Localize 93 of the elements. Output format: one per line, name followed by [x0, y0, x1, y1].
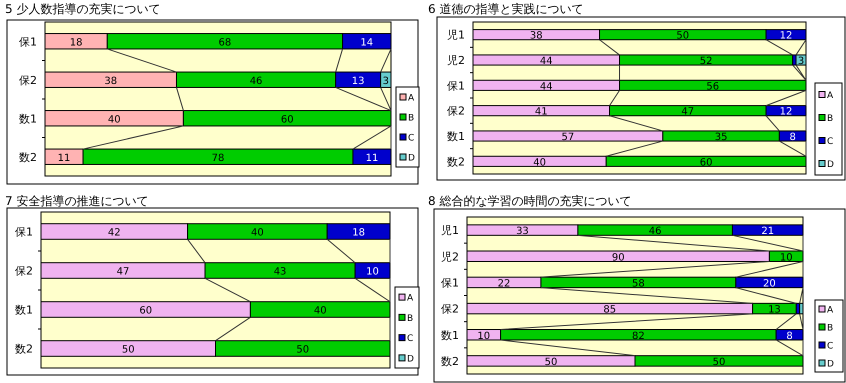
data-label: 60 — [700, 157, 712, 168]
data-label: 3 — [798, 56, 804, 67]
y-tick-label: 児2 — [447, 54, 465, 67]
data-label: 20 — [763, 278, 776, 290]
data-label: 12 — [780, 106, 792, 118]
data-label: 46 — [648, 226, 662, 238]
data-label: 3 — [382, 76, 389, 87]
data-label: 82 — [632, 330, 645, 342]
data-label: 41 — [534, 106, 548, 118]
y-tick-label: 数2 — [441, 354, 459, 368]
data-label: 44 — [540, 56, 553, 67]
data-label: 11 — [366, 152, 378, 164]
data-label: 38 — [104, 76, 118, 87]
legend-label: B — [408, 114, 414, 124]
y-tick-label: 保2 — [441, 302, 459, 316]
data-label: 10 — [780, 252, 793, 264]
legend-label: C — [827, 137, 834, 147]
data-label: 40 — [533, 157, 546, 168]
legend-label: B — [827, 114, 834, 124]
data-label: 47 — [681, 106, 694, 118]
data-label: 22 — [498, 278, 510, 290]
data-label: 68 — [218, 37, 232, 48]
y-tick-label: 保1 — [441, 276, 459, 290]
data-label: 46 — [250, 76, 262, 87]
data-label: 78 — [212, 152, 224, 164]
y-tick-label: 数2 — [447, 155, 465, 168]
data-label: 50 — [544, 356, 558, 368]
data-label: 8 — [789, 132, 796, 143]
y-tick-label: 保1 — [15, 226, 33, 238]
y-tick-label: 数1 — [19, 112, 37, 126]
data-label: 60 — [139, 306, 152, 316]
legend-label: A — [827, 306, 834, 316]
data-label: 44 — [540, 81, 553, 92]
data-label: 56 — [706, 81, 720, 92]
y-tick-label: 数1 — [15, 304, 33, 316]
legend-label: C — [827, 342, 834, 352]
data-label: 13 — [352, 76, 364, 87]
data-label: 10 — [477, 330, 490, 342]
y-tick-label: 数2 — [19, 150, 37, 164]
data-label: 40 — [314, 306, 327, 316]
data-label: 33 — [516, 226, 529, 238]
legend-label: D — [827, 360, 834, 370]
legend-label: D — [407, 354, 414, 364]
legend-label: B — [407, 314, 414, 324]
data-label: 43 — [274, 266, 286, 278]
data-label: 11 — [58, 152, 70, 164]
chart-title: 5 少人数指導の充実について — [5, 2, 160, 16]
data-label: 10 — [366, 266, 379, 278]
legend-label: D — [408, 154, 415, 164]
data-label: 12 — [780, 30, 792, 42]
y-tick-label: 保1 — [19, 35, 37, 48]
data-label: 50 — [676, 30, 690, 42]
y-tick-label: 保2 — [447, 104, 465, 118]
data-label: 90 — [612, 252, 625, 264]
data-label: 35 — [714, 132, 728, 143]
data-label: 40 — [251, 228, 264, 238]
y-tick-label: 保1 — [447, 79, 465, 92]
chart-title: 6 道徳の指導と実践について — [428, 2, 584, 16]
data-label: 50 — [712, 356, 726, 368]
chart-title: 8 総合的な学習の時間の充実について — [428, 194, 632, 208]
data-label: 8 — [786, 330, 793, 342]
data-label: 58 — [632, 278, 645, 290]
chart-title: 7 安全指導の推進について — [5, 194, 148, 208]
y-tick-label: 数2 — [15, 342, 33, 356]
legend-label: C — [408, 134, 414, 144]
data-label: 52 — [700, 56, 712, 67]
data-label: 13 — [768, 304, 781, 316]
legend-label: C — [407, 334, 414, 344]
data-label: 47 — [116, 266, 130, 278]
data-label: 18 — [70, 37, 83, 48]
y-tick-label: 保2 — [15, 264, 33, 278]
legend-label: D — [827, 160, 834, 170]
legend-label: A — [408, 94, 415, 104]
y-tick-label: 児1 — [441, 224, 459, 238]
data-label: 18 — [352, 228, 365, 238]
legend-label: A — [827, 91, 834, 101]
data-label: 85 — [603, 304, 616, 316]
data-label: 57 — [562, 132, 574, 143]
y-tick-label: 児1 — [447, 28, 465, 42]
data-label: 42 — [108, 228, 121, 238]
y-tick-label: 児2 — [441, 250, 459, 264]
data-label: 14 — [360, 37, 374, 48]
legend-label: B — [827, 324, 834, 334]
data-label: 40 — [108, 114, 121, 126]
y-tick-label: 数1 — [441, 328, 459, 342]
data-label: 38 — [530, 30, 543, 42]
data-label: 21 — [761, 226, 774, 238]
data-label: 50 — [296, 344, 310, 356]
legend-label: A — [407, 294, 414, 304]
y-tick-label: 数1 — [447, 130, 465, 143]
data-label: 60 — [280, 114, 294, 126]
y-tick-label: 保2 — [19, 74, 37, 87]
data-label: 50 — [122, 344, 135, 356]
